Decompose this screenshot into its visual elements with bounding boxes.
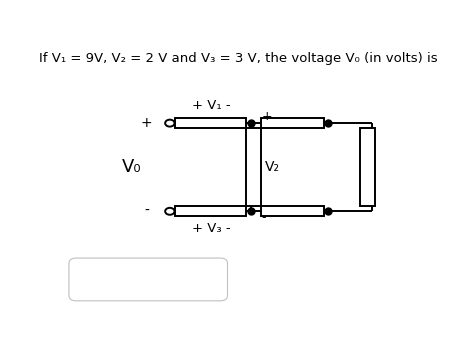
Text: -: - [262, 211, 266, 225]
Bar [261, 206, 324, 217]
Text: If V₁ = 9V, V₂ = 2 V and V₃ = 3 V, the voltage V₀ (in volts) is: If V₁ = 9V, V₂ = 2 V and V₃ = 3 V, the v… [39, 52, 438, 65]
Bar [175, 118, 246, 128]
Text: -: - [144, 204, 149, 218]
Bar [246, 128, 261, 206]
Bar [261, 118, 324, 128]
Bar [175, 206, 246, 217]
Text: V₂: V₂ [266, 160, 280, 174]
Text: V₀: V₀ [122, 158, 142, 176]
Text: +: + [262, 110, 272, 123]
Text: + V₁ -: + V₁ - [192, 100, 231, 112]
Bar [360, 128, 374, 206]
Text: + V₃ -: + V₃ - [192, 222, 231, 235]
Text: +: + [140, 116, 152, 130]
